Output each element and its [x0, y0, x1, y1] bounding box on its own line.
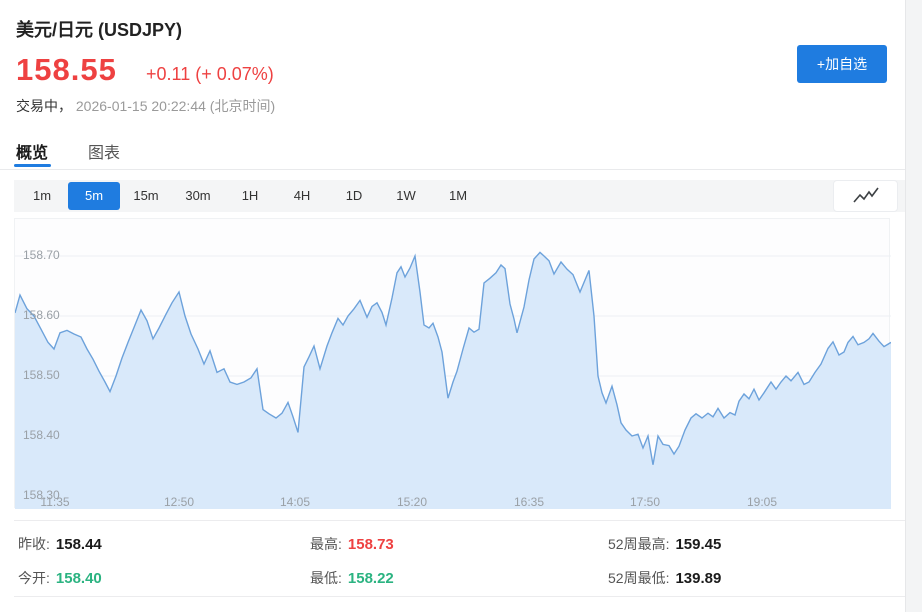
y-axis-label: 158.40 [23, 428, 60, 443]
tab-chart[interactable]: 图表 [88, 145, 121, 162]
y-axis-label: 158.50 [23, 368, 60, 383]
stat-day-high: 最高: 158.73 [310, 534, 394, 554]
stat-52w-low: 52周最低: 139.89 [608, 568, 721, 588]
stat-label: 最低: [310, 570, 342, 586]
stat-label: 昨收: [18, 536, 50, 552]
timeframe-1m-month[interactable]: 1M [448, 188, 468, 203]
instrument-title: 美元/日元 (USDJPY) [16, 20, 183, 40]
stat-value: 158.40 [55, 570, 102, 587]
timeframe-1d[interactable]: 1D [345, 188, 363, 203]
page-right-gutter [905, 0, 922, 612]
quote-timestamp: 2026-01-15 20:22:44 (北京时间) [75, 98, 276, 114]
price-change: +0.11 (+ 0.07%) [146, 64, 274, 84]
trading-status-line: 交易中， 2026-01-15 20:22:44 (北京时间) [16, 96, 275, 116]
active-tab-underline [14, 164, 51, 167]
stat-open: 今开: 158.40 [18, 568, 102, 588]
stat-value: 159.45 [675, 536, 722, 553]
x-axis-label: 14:05 [279, 495, 311, 509]
timeframe-1w[interactable]: 1W [396, 188, 416, 203]
trading-status: 交易中， [16, 98, 72, 114]
line-chart-icon [852, 187, 879, 203]
x-axis-label: 16:35 [513, 495, 545, 509]
stat-label: 最高: [310, 536, 342, 552]
x-axis-label: 19:05 [746, 495, 778, 509]
tab-overview[interactable]: 概览 [16, 145, 49, 162]
y-axis-label: 158.60 [23, 308, 60, 323]
timeframe-1h[interactable]: 1H [241, 188, 259, 203]
x-axis-label: 12:50 [163, 495, 195, 509]
price-area-chart[interactable]: 158.70 158.60 158.50 158.40 158.30 11:35 12:50… [14, 218, 891, 509]
stat-prev-close: 昨收: 158.44 [18, 534, 102, 554]
timeframe-4h[interactable]: 4H [293, 188, 311, 203]
x-axis-label: 17:50 [629, 495, 661, 509]
stat-label: 今开: [18, 570, 50, 586]
stats-bottom-divider [14, 596, 905, 597]
stat-value: 158.44 [55, 536, 102, 553]
stat-label: 52周最低: [608, 570, 670, 586]
tabs-divider [0, 169, 905, 170]
chart-style-button[interactable] [833, 180, 898, 212]
stat-value: 139.89 [675, 570, 722, 587]
stat-label: 52周最高: [608, 536, 670, 552]
add-watchlist-button[interactable]: +加自选 [797, 45, 887, 83]
chart-canvas [15, 251, 891, 509]
stat-day-low: 最低: 158.22 [310, 568, 394, 588]
timeframe-bar: 1m 5m 15m 30m 1H 4H 1D 1W 1M [14, 180, 905, 212]
timeframe-5m[interactable]: 5m [68, 182, 120, 210]
stats-top-divider [14, 520, 905, 521]
timeframe-1m[interactable]: 1m [32, 188, 52, 203]
y-axis-label: 158.70 [23, 248, 60, 263]
x-axis-label: 11:35 [40, 495, 70, 509]
stat-52w-high: 52周最高: 159.45 [608, 534, 721, 554]
x-axis-label: 15:20 [396, 495, 428, 509]
y-axis-label: 158.30 [23, 488, 60, 503]
stat-value: 158.73 [347, 536, 394, 553]
timeframe-30m[interactable]: 30m [185, 188, 211, 203]
last-price: 158.55 [16, 52, 117, 87]
timeframe-15m[interactable]: 15m [133, 188, 159, 203]
stat-value: 158.22 [347, 570, 394, 587]
